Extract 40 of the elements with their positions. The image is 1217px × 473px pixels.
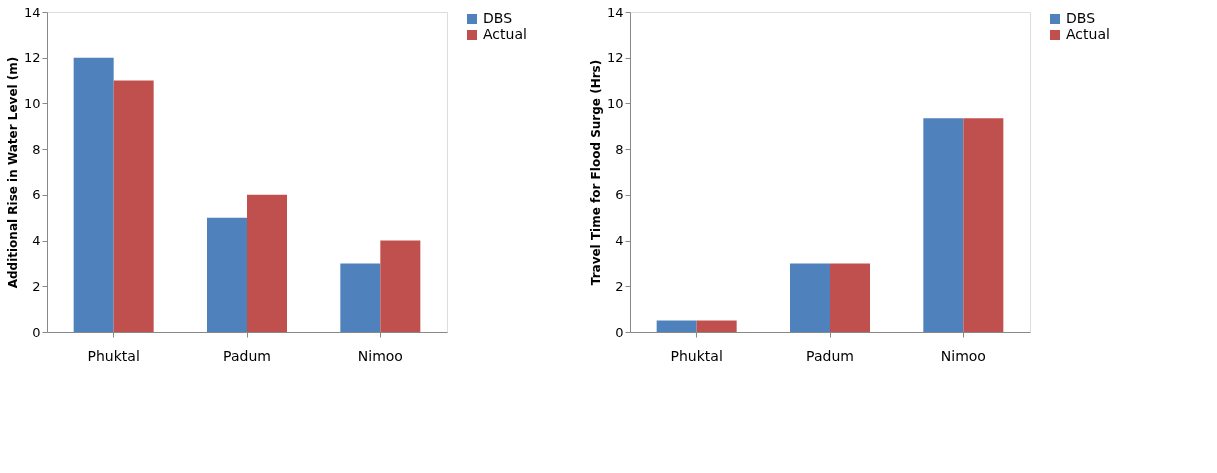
bar bbox=[113, 80, 154, 332]
x-tick-label: Nimoo bbox=[357, 347, 403, 364]
y-tick-label: 2 bbox=[615, 278, 624, 294]
y-tick-label: 4 bbox=[615, 233, 624, 249]
y-tick-label: 8 bbox=[32, 141, 41, 157]
legend-label: Actual bbox=[1066, 26, 1110, 42]
y-tick-label: 12 bbox=[606, 50, 624, 66]
bar bbox=[73, 57, 114, 332]
y-tick-label: 8 bbox=[615, 141, 624, 157]
y-axis-title: Additional Rise in Water Level (m) bbox=[5, 56, 20, 289]
x-tick-label: Phuktal bbox=[87, 347, 140, 364]
bar bbox=[656, 320, 697, 332]
legend-label: Actual bbox=[483, 26, 527, 42]
y-tick-label: 12 bbox=[23, 50, 41, 66]
x-tick-label: Nimoo bbox=[940, 347, 986, 364]
bar bbox=[207, 217, 247, 332]
y-tick-label: 10 bbox=[23, 95, 41, 111]
y-tick-label: 10 bbox=[606, 95, 624, 111]
bar bbox=[790, 263, 830, 332]
x-tick-label: Phuktal bbox=[670, 347, 723, 364]
bar bbox=[963, 118, 1004, 332]
bar bbox=[340, 263, 381, 332]
bar bbox=[380, 240, 421, 332]
y-tick-label: 14 bbox=[606, 4, 624, 20]
y-tick-label: 0 bbox=[615, 324, 624, 340]
bar bbox=[830, 263, 870, 332]
y-tick-label: 0 bbox=[32, 324, 41, 340]
bar bbox=[247, 194, 287, 332]
bar bbox=[696, 320, 737, 332]
legend-label: DBS bbox=[483, 10, 513, 26]
x-tick-label: Padum bbox=[223, 347, 271, 364]
y-tick-label: 2 bbox=[32, 278, 41, 294]
y-tick-label: 6 bbox=[615, 187, 624, 203]
y-axis-title: Travel Time for Flood Surge (Hrs) bbox=[588, 59, 603, 286]
y-tick-label: 14 bbox=[23, 4, 41, 20]
bar bbox=[923, 118, 964, 332]
legend-label: DBS bbox=[1066, 10, 1096, 26]
y-tick-label: 4 bbox=[32, 233, 41, 249]
y-tick-label: 6 bbox=[32, 187, 41, 203]
x-tick-label: Padum bbox=[806, 347, 854, 364]
